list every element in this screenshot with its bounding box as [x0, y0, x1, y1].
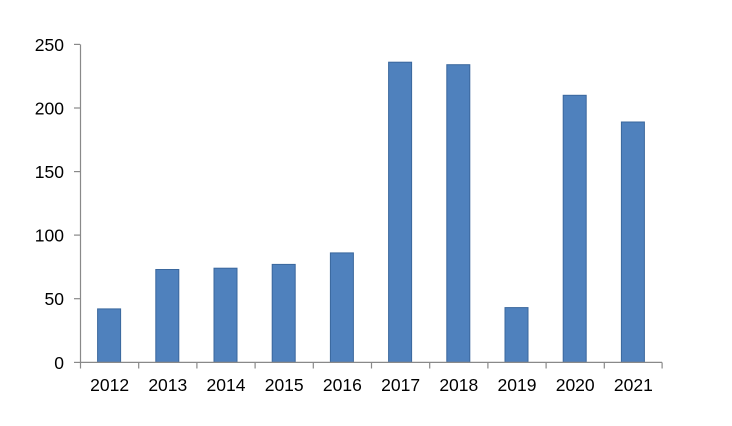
svg-text:2021: 2021	[614, 375, 653, 395]
svg-text:2020: 2020	[556, 375, 595, 395]
svg-text:2013: 2013	[148, 375, 187, 395]
svg-text:0: 0	[54, 353, 64, 373]
svg-text:2019: 2019	[498, 375, 537, 395]
svg-text:2018: 2018	[439, 375, 478, 395]
svg-text:250: 250	[35, 35, 64, 55]
svg-text:2012: 2012	[90, 375, 129, 395]
svg-text:2017: 2017	[381, 375, 420, 395]
svg-text:50: 50	[45, 289, 65, 309]
svg-text:200: 200	[35, 99, 64, 119]
svg-text:2014: 2014	[207, 375, 246, 395]
svg-text:2016: 2016	[323, 375, 362, 395]
svg-text:100: 100	[35, 226, 64, 246]
svg-text:2015: 2015	[265, 375, 304, 395]
svg-text:150: 150	[35, 162, 64, 182]
